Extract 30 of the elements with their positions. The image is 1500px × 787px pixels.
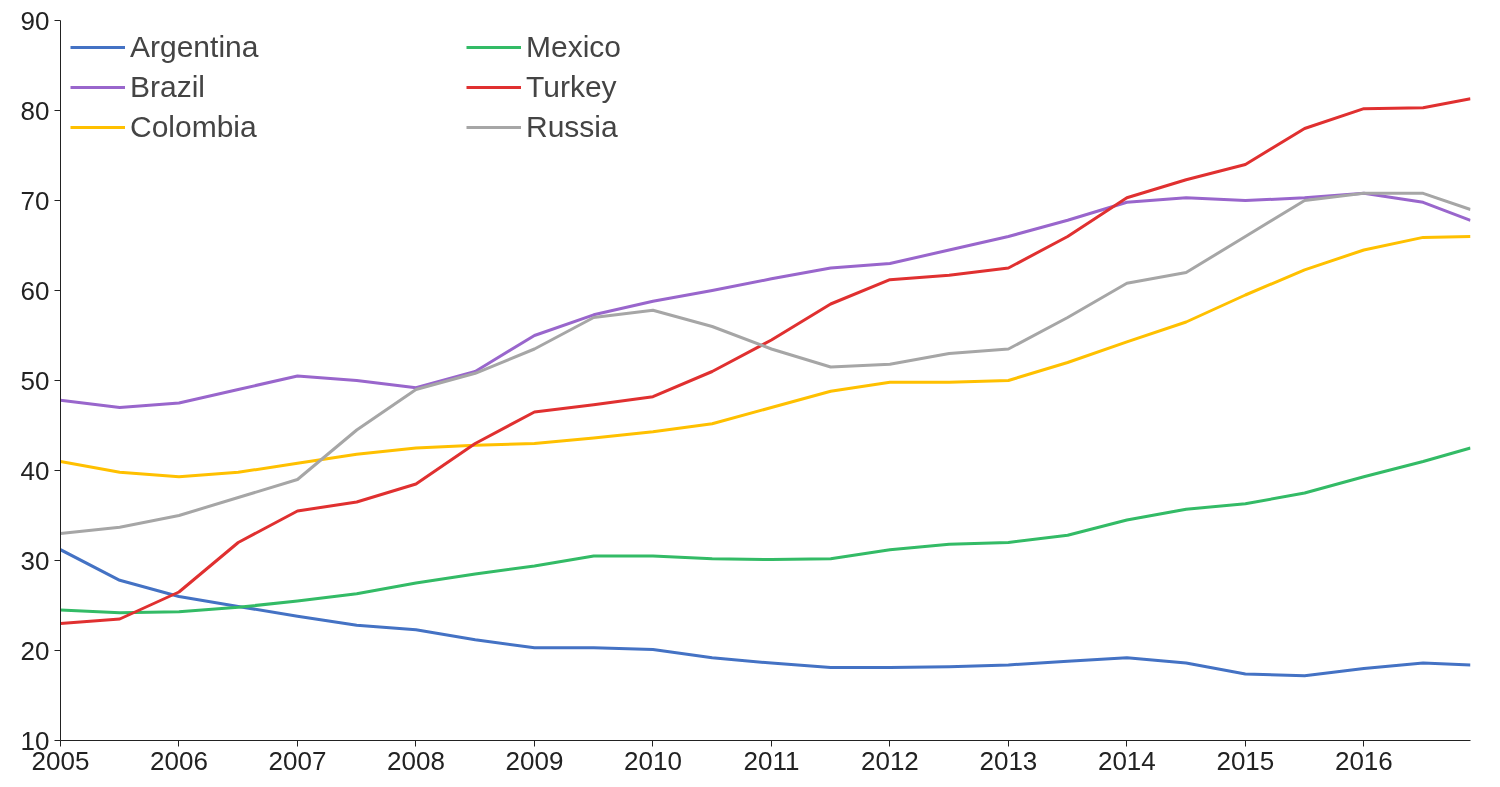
x-tick-label: 2011 (743, 745, 800, 776)
y-tick-label: 90 (20, 5, 50, 36)
x-tick-label: 2016 (1334, 745, 1393, 776)
line-series (60, 235, 1471, 479)
line-series (60, 548, 1471, 678)
y-tick-label: 40 (20, 455, 50, 486)
x-tick-label: 2006 (150, 745, 208, 776)
x-tick-label: 2014 (1097, 745, 1156, 776)
y-tick-label: 80 (20, 95, 50, 126)
x-tick-label: 2007 (268, 745, 327, 776)
legend-label: Turkey (526, 70, 618, 104)
legend-label: Russia (526, 110, 619, 144)
y-tick-label: 60 (20, 275, 50, 306)
y-tick-label: 50 (20, 365, 50, 396)
y-tick-label: 70 (20, 185, 50, 216)
line-series (60, 446, 1471, 615)
legend-label: Colombia (130, 110, 258, 144)
line-series (60, 191, 1471, 535)
y-tick-label: 20 (20, 635, 50, 666)
x-tick-label: 2010 (624, 745, 682, 776)
legend-label: Brazil (130, 70, 206, 104)
x-tick-label: 2008 (387, 745, 445, 776)
x-tick-label: 2015 (1216, 745, 1275, 776)
x-tick-label: 2013 (979, 745, 1038, 776)
legend-label: Mexico (526, 30, 623, 64)
x-tick-label: 2009 (505, 745, 564, 776)
line-series (60, 191, 1471, 409)
y-tick-label: 30 (20, 545, 50, 576)
x-tick-label: 2012 (860, 745, 919, 776)
legend-label: Argentina (130, 30, 260, 64)
